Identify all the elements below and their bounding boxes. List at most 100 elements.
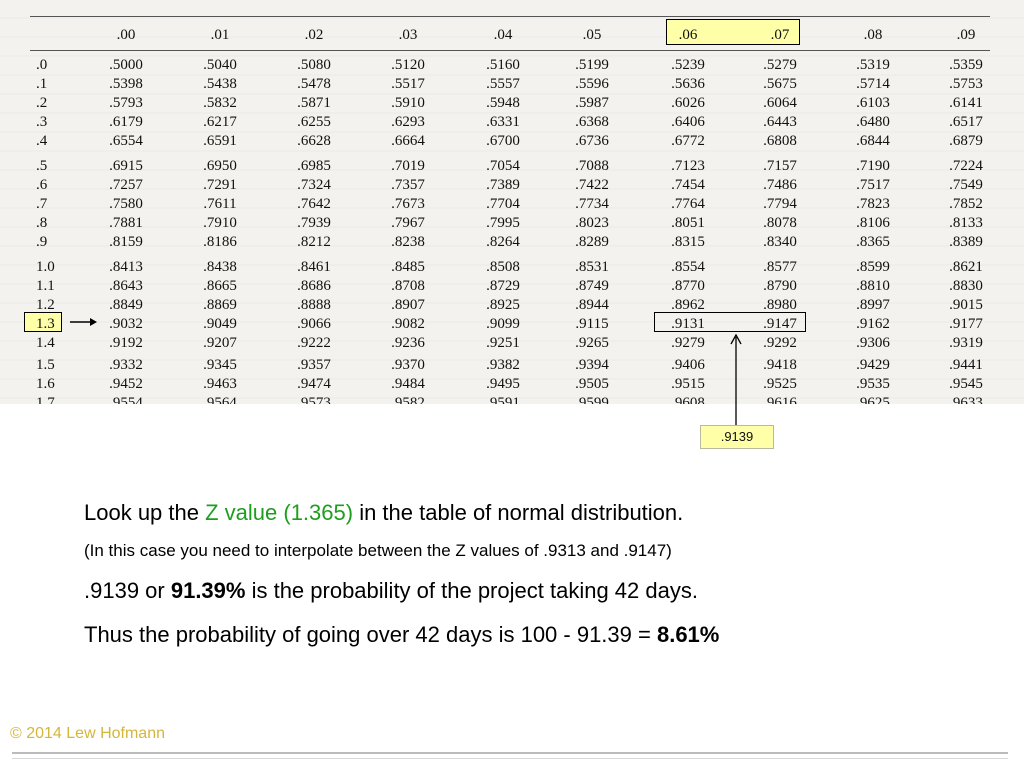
column-header: .05 — [582, 27, 602, 43]
table-cell: .7823 — [856, 196, 890, 212]
table-cell: .9357 — [297, 357, 331, 373]
row-z-label: .8 — [36, 215, 48, 231]
row-arrow-icon — [70, 318, 97, 326]
table-cell: .9345 — [203, 357, 237, 373]
table-cell: .8643 — [109, 278, 143, 294]
table-cell: .8888 — [297, 297, 331, 313]
table-header-rule — [30, 50, 990, 51]
table-cell: .5319 — [856, 57, 890, 73]
table-cell: .9177 — [949, 316, 983, 332]
table-cell: .8980 — [763, 297, 797, 313]
over-probability-line: Thus the probability of going over 42 da… — [84, 622, 719, 648]
table-cell: .8907 — [391, 297, 425, 313]
table-cell: .5080 — [297, 57, 331, 73]
table-cell: .8289 — [575, 234, 609, 250]
table-cell: .8749 — [575, 278, 609, 294]
row-z-label: 1.1 — [36, 278, 55, 294]
table-cell: .9131 — [671, 316, 705, 332]
table-cell: .5987 — [575, 95, 609, 111]
table-cell: .6255 — [297, 114, 331, 130]
table-cell: .9015 — [949, 297, 983, 313]
table-cell: .6331 — [486, 114, 520, 130]
table-cell: .7190 — [856, 158, 890, 174]
line1-prefix: Look up the — [84, 500, 206, 525]
table-cell: .9616 — [763, 395, 797, 404]
up-arrow-icon — [730, 333, 742, 426]
table-cell: .6950 — [203, 158, 237, 174]
table-cell: .5040 — [203, 57, 237, 73]
column-header: .07 — [770, 27, 790, 43]
table-cell: .5557 — [486, 76, 520, 92]
table-cell: .5714 — [856, 76, 890, 92]
table-cell: .5517 — [391, 76, 425, 92]
table-cell: .7291 — [203, 177, 237, 193]
table-cell: .7734 — [575, 196, 609, 212]
table-cell: .6141 — [949, 95, 983, 111]
table-cell: .5793 — [109, 95, 143, 111]
table-cell: .8023 — [575, 215, 609, 231]
table-cell: .7224 — [949, 158, 983, 174]
table-cell: .8485 — [391, 259, 425, 275]
table-cell: .6026 — [671, 95, 705, 111]
column-header: .08 — [863, 27, 883, 43]
table-cell: .6480 — [856, 114, 890, 130]
table-cell: .9573 — [297, 395, 331, 404]
table-cell: .7088 — [575, 158, 609, 174]
result-value-box: .9139 — [700, 425, 774, 449]
table-cell: .6700 — [486, 133, 520, 149]
row-z-label: .1 — [36, 76, 48, 92]
table-cell: .9515 — [671, 376, 705, 392]
highlighted-columns-box — [666, 19, 800, 45]
table-cell: .6628 — [297, 133, 331, 149]
copyright-footer: © 2014 Lew Hofmann — [10, 725, 165, 742]
table-cell: .8106 — [856, 215, 890, 231]
table-cell: .9452 — [109, 376, 143, 392]
row-z-label: .7 — [36, 196, 48, 212]
highlighted-row-box — [24, 312, 62, 332]
table-cell: .5438 — [203, 76, 237, 92]
row-z-label: 1.5 — [36, 357, 55, 373]
table-cell: .8686 — [297, 278, 331, 294]
table-cell: .9082 — [391, 316, 425, 332]
table-cell: .6915 — [109, 158, 143, 174]
table-cell: .9484 — [391, 376, 425, 392]
table-cell: .9332 — [109, 357, 143, 373]
table-cell: .8729 — [486, 278, 520, 294]
table-cell: .8577 — [763, 259, 797, 275]
table-cell: .9394 — [575, 357, 609, 373]
table-cell: .7019 — [391, 158, 425, 174]
probability-percent: 91.39% — [170, 578, 246, 603]
table-cell: .6064 — [763, 95, 797, 111]
table-cell: .7967 — [391, 215, 425, 231]
line3-suffix: is the probability of the project taking… — [245, 578, 698, 603]
table-cell: .9564 — [203, 395, 237, 404]
table-cell: .9625 — [856, 395, 890, 404]
table-cell: .9207 — [203, 335, 237, 351]
footer-rule — [12, 752, 1008, 754]
row-z-label: .5 — [36, 158, 48, 174]
table-cell: .6293 — [391, 114, 425, 130]
table-cell: .9251 — [486, 335, 520, 351]
table-cell: .9535 — [856, 376, 890, 392]
table-cell: .5199 — [575, 57, 609, 73]
table-cell: .8315 — [671, 234, 705, 250]
table-cell: .6103 — [856, 95, 890, 111]
table-cell: .8389 — [949, 234, 983, 250]
line1-suffix: in the table of normal distribution. — [353, 500, 684, 525]
table-cell: .5478 — [297, 76, 331, 92]
highlighted-values-box — [654, 312, 806, 332]
table-cell: .6591 — [203, 133, 237, 149]
table-cell: .9418 — [763, 357, 797, 373]
table-cell: .5160 — [486, 57, 520, 73]
table-cell: .8159 — [109, 234, 143, 250]
table-cell: .8997 — [856, 297, 890, 313]
table-cell: .7764 — [671, 196, 705, 212]
table-cell: .9222 — [297, 335, 331, 351]
table-cell: .8790 — [763, 278, 797, 294]
table-cell: .6554 — [109, 133, 143, 149]
over-probability-percent: 8.61% — [656, 622, 720, 647]
table-cell: .5120 — [391, 57, 425, 73]
table-cell: .6736 — [575, 133, 609, 149]
table-cell: .5832 — [203, 95, 237, 111]
table-cell: .8708 — [391, 278, 425, 294]
